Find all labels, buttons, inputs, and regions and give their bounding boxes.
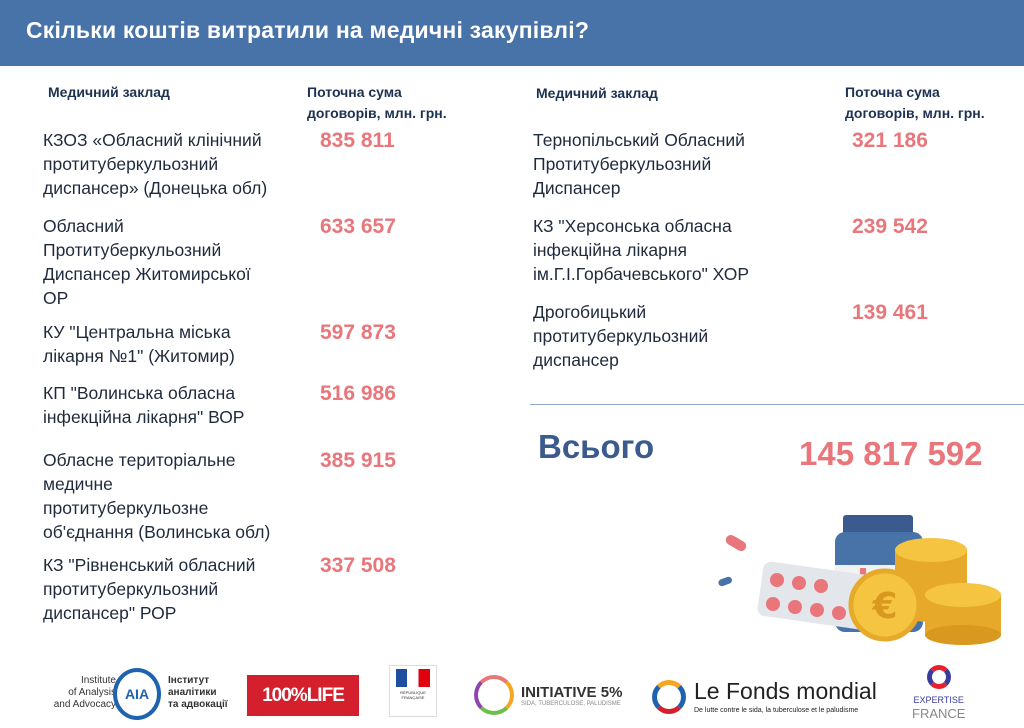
global-fund-logo: Le Fonds mondial De lutte contre le sida…: [694, 678, 877, 714]
contract-sum: 835 811: [320, 129, 395, 152]
facility-name-line: Тернопільський Обласний: [533, 130, 745, 150]
100-percent-life-logo: 100%LIFE: [247, 675, 359, 716]
facility-name: КЗ "Херсонська обласна інфекційна лікарня…: [533, 214, 749, 286]
facility-name-line: Обласний: [43, 216, 124, 236]
col-header-sum-line1: Поточна сума: [845, 84, 940, 100]
expertise-france-logo-mark: [927, 665, 951, 689]
initiative-5-logo: INITIATIVE 5% SIDA, TUBERCULOSE, PALUDIS…: [521, 684, 623, 707]
facility-name-line: КП "Волинська обласна: [43, 383, 236, 403]
iaa-logo-en: Institute of Analysis and Advocacy: [53, 675, 116, 710]
facility-name-line: об'єднання (Волинська обл): [43, 522, 271, 542]
col-header-sum-left: Поточна сума договорів, млн. грн.: [307, 82, 447, 124]
contract-sum: 633 657: [320, 215, 396, 238]
col-header-sum-line1: Поточна сума: [307, 84, 402, 100]
facility-name-line: диспансер» (Донецька обл): [43, 178, 268, 198]
total-value: 145 817 592: [799, 435, 983, 472]
facility-name-line: диспансер: [533, 350, 619, 370]
facility-name-line: протитуберкульозне: [43, 498, 209, 518]
contract-sum: 321 186: [852, 129, 928, 152]
facility-name-line: ОР: [43, 288, 69, 308]
facility-name-line: Диспансер: [533, 178, 621, 198]
facility-name: Дрогобицький протитуберкульозний диспансер: [533, 300, 708, 372]
divider: [530, 404, 1024, 405]
coins-icon: €: [848, 538, 1001, 645]
pill-icon: [725, 535, 747, 551]
col-header-sum-line2: договорів, млн. грн.: [307, 105, 447, 121]
facility-name-line: ім.Г.І.Горбачевського" ХОР: [533, 264, 750, 284]
facility-name-line: інфекційна лікарня" ВОР: [43, 407, 245, 427]
contract-sum: 516 986: [320, 382, 396, 405]
facility-name: Обласний Протитуберкульозний Диспансер Жит…: [43, 214, 251, 310]
col-header-sum-right: Поточна сума договорів, млн. грн.: [845, 82, 985, 124]
page-title: Скільки коштів витратили на медичні заку…: [26, 17, 590, 43]
contract-sum: 385 915: [320, 449, 396, 472]
republique-francaise-logo: RÉPUBLIQUE FRANÇAISE: [389, 665, 437, 717]
facility-name: КЗОЗ «Обласний клінічний протитуберкульоз…: [43, 128, 267, 200]
facility-name-line: інфекційна лікарня: [533, 240, 688, 260]
facility-name-line: КЗ "Херсонська обласна: [533, 216, 732, 236]
facility-name-line: Протитуберкульозний: [43, 240, 222, 260]
facility-name-line: КЗОЗ «Обласний клінічний: [43, 130, 262, 150]
facility-name: Обласне територіальне медичне протитуберку…: [43, 448, 270, 544]
contract-sum: 337 508: [320, 554, 396, 577]
facility-name-line: Протитуберкульозний: [533, 154, 712, 174]
col-header-facility-right: Медичний заклад: [536, 85, 658, 101]
iaa-logo-mark: AIA: [113, 668, 161, 720]
facility-name-line: Дрогобицький: [533, 302, 647, 322]
expertise-france-logo: EXPERTISE FRANCE: [912, 695, 966, 721]
pill-icon: [718, 576, 732, 587]
facility-name-line: КЗ "Рівненський обласний: [43, 555, 256, 575]
facility-name-line: протитуберкульозний: [43, 579, 219, 599]
facility-name-line: КУ "Центральна міська: [43, 322, 231, 342]
facility-name-line: Обласне територіальне: [43, 450, 236, 470]
facility-name: Тернопільський Обласний Протитуберкульозн…: [533, 128, 745, 200]
facility-name: КП "Волинська обласна інфекційна лікарня"…: [43, 381, 244, 429]
medicine-coins-illustration: €: [718, 515, 1001, 645]
facility-name-line: диспансер" РОР: [43, 603, 177, 623]
col-header-facility-left: Медичний заклад: [48, 84, 170, 100]
svg-text:€: €: [871, 586, 897, 627]
contract-sum: 139 461: [852, 301, 928, 324]
global-fund-logo-mark: [652, 680, 686, 714]
facility-name-line: лікарня №1" (Житомир): [43, 346, 235, 366]
contract-sum: 597 873: [320, 321, 396, 344]
facility-name-line: протитуберкульозний: [43, 154, 219, 174]
iaa-logo-ua: Інститут аналітики та адвокації: [168, 675, 228, 710]
contract-sum: 239 542: [852, 215, 928, 238]
total-label: Всього: [538, 428, 655, 465]
header-banner: Скільки коштів витратили на медичні заку…: [0, 0, 1024, 66]
facility-name-line: медичне: [43, 474, 113, 494]
initiative-5-logo-mark: [474, 675, 514, 715]
facility-name: КЗ "Рівненський обласний протитуберкульоз…: [43, 553, 255, 625]
facility-name: КУ "Центральна міська лікарня №1" (Житоми…: [43, 320, 235, 368]
facility-name-line: Диспансер Житомирської: [43, 264, 251, 284]
facility-name-line: протитуберкульозний: [533, 326, 709, 346]
col-header-sum-line2: договорів, млн. грн.: [845, 105, 985, 121]
